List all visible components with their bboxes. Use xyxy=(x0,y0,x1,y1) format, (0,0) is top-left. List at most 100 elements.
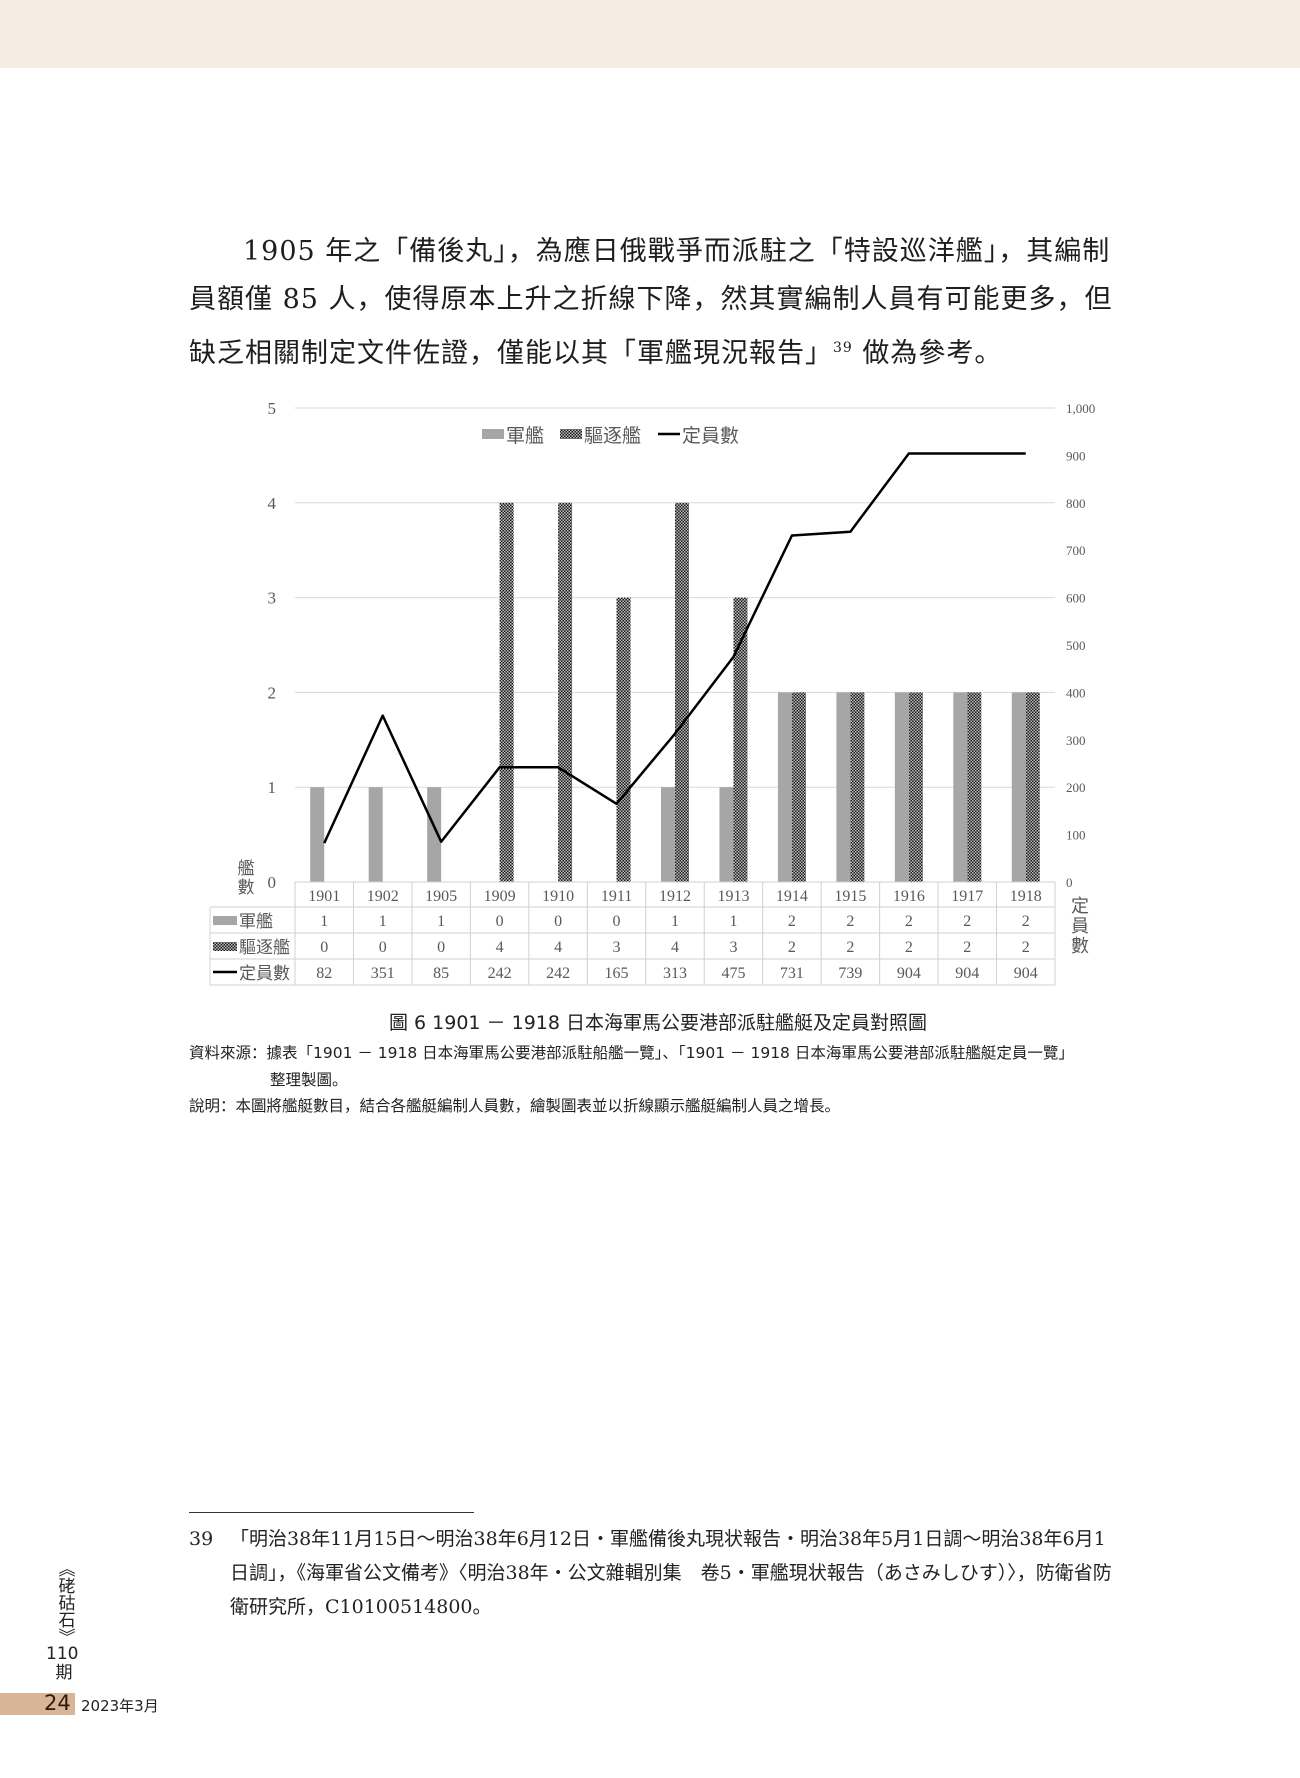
right-tick-label: 500 xyxy=(1066,638,1086,653)
legend-swatch xyxy=(560,429,582,439)
bar-驅逐艦 xyxy=(558,502,573,882)
paragraph-end: 做為參考。 xyxy=(852,338,1003,369)
paragraph-text: 1905 年之「備後丸」，為應日俄戰爭而派駐之「特設巡洋艦」，其編制員額僅 85… xyxy=(189,236,1113,369)
bar-軍艦 xyxy=(1011,692,1026,882)
legend-label: 軍艦 xyxy=(506,425,544,447)
category-label: 1901 xyxy=(308,888,340,905)
source-note-cont: 整理製圖。 xyxy=(270,1071,348,1089)
top-band xyxy=(0,0,1300,68)
legend-label: 定員數 xyxy=(682,425,739,447)
left-axis-label-1: 艦 xyxy=(238,859,255,879)
data-label: 904 xyxy=(897,965,921,982)
data-label: 3 xyxy=(729,939,737,956)
bar-軍艦 xyxy=(953,692,968,882)
data-label: 82 xyxy=(316,965,332,982)
data-label: 904 xyxy=(955,965,979,982)
data-label: 475 xyxy=(721,965,745,982)
category-label: 1912 xyxy=(659,888,691,905)
legend-swatch xyxy=(482,429,504,439)
data-label: 2 xyxy=(788,913,796,930)
bar-軍艦 xyxy=(719,787,734,882)
data-label: 3 xyxy=(613,939,621,956)
category-label: 1911 xyxy=(601,888,632,905)
table-row-label: 驅逐艦 xyxy=(239,938,290,958)
data-label: 1 xyxy=(379,913,387,930)
data-label: 242 xyxy=(488,965,512,982)
category-label: 1905 xyxy=(425,888,457,905)
data-label: 0 xyxy=(437,939,445,956)
table-legend-swatch xyxy=(213,942,237,951)
table-row-label: 軍艦 xyxy=(239,912,273,932)
bar-軍艦 xyxy=(661,787,675,882)
data-label: 0 xyxy=(554,913,562,930)
data-label: 165 xyxy=(605,965,629,982)
issue-date: 2023年3月 xyxy=(81,1697,159,1715)
bar-軍艦 xyxy=(368,787,383,882)
bar-軍艦 xyxy=(894,692,909,882)
right-tick-label: 600 xyxy=(1066,591,1086,606)
bar-驅逐艦 xyxy=(908,692,923,882)
body-paragraph: 1905 年之「備後丸」，為應日俄戰爭而派駐之「特設巡洋艦」，其編制員額僅 85… xyxy=(189,228,1114,378)
left-tick-label: 2 xyxy=(268,683,277,702)
data-label: 1 xyxy=(437,913,445,930)
data-label: 2 xyxy=(1022,939,1030,956)
category-label: 1914 xyxy=(776,888,808,905)
line-定員數 xyxy=(323,452,1026,844)
data-label: 1 xyxy=(729,913,737,930)
footnote: 39 「明治38年11月15日～明治38年6月12日・軍艦備後丸現状報告・明治3… xyxy=(189,1522,1119,1624)
right-tick-label: 400 xyxy=(1066,685,1086,700)
category-label: 1918 xyxy=(1010,888,1042,905)
bar-軍艦 xyxy=(427,787,442,882)
data-label: 0 xyxy=(496,913,504,930)
right-axis-label-char: 員 xyxy=(1071,916,1089,937)
bar-驅逐艦 xyxy=(733,597,748,882)
left-tick-label: 1 xyxy=(268,778,277,797)
right-tick-label: 200 xyxy=(1066,780,1086,795)
data-label: 0 xyxy=(613,913,621,930)
issue-unit: 期 xyxy=(55,1663,73,1683)
right-axis-label-char: 定 xyxy=(1071,896,1089,917)
left-tick-label: 3 xyxy=(268,589,277,608)
data-label: 4 xyxy=(671,939,679,956)
table-row-label: 定員數 xyxy=(239,964,290,984)
category-label: 1917 xyxy=(951,888,983,905)
data-label: 4 xyxy=(496,939,504,956)
page-number-band xyxy=(0,1693,75,1715)
footnote-divider xyxy=(189,1512,474,1513)
source-note: 資料來源：據表「1901 － 1918 日本海軍馬公要港部派駐船艦一覽」、「19… xyxy=(189,1044,1074,1062)
category-label: 1910 xyxy=(542,888,574,905)
data-label: 2 xyxy=(905,939,913,956)
left-tick-label: 0 xyxy=(268,873,277,892)
right-tick-label: 0 xyxy=(1066,875,1073,890)
data-label: 2 xyxy=(963,939,971,956)
right-tick-label: 800 xyxy=(1066,496,1086,511)
journal-sidebar: 《硓𥑮石》 110 期 xyxy=(46,1560,78,1683)
data-label: 85 xyxy=(433,965,449,982)
bar-驅逐艦 xyxy=(967,692,982,882)
data-label: 2 xyxy=(1022,913,1030,930)
bar-軍艦 xyxy=(777,692,792,882)
data-label: 739 xyxy=(838,965,862,982)
left-tick-label: 5 xyxy=(268,399,277,418)
explanation-note: 說明：本圖將艦艇數目，結合各艦艇編制人員數，繪製圖表並以折線顯示艦艇編制人員之增… xyxy=(189,1097,841,1115)
page-number: 24 xyxy=(44,1691,71,1715)
data-label: 1 xyxy=(320,913,328,930)
combo-chart: 01234501002003004005006007008009001,000艦… xyxy=(209,399,1095,986)
category-label: 1915 xyxy=(834,888,866,905)
table-legend-swatch xyxy=(213,916,237,925)
data-label: 2 xyxy=(846,939,854,956)
bar-驅逐艦 xyxy=(675,502,689,882)
bar-驅逐艦 xyxy=(1025,692,1040,882)
right-tick-label: 100 xyxy=(1066,828,1086,843)
data-label: 2 xyxy=(846,913,854,930)
data-label: 1 xyxy=(671,913,679,930)
bar-驅逐艦 xyxy=(791,692,806,882)
legend-label: 驅逐艦 xyxy=(584,425,641,447)
data-label: 242 xyxy=(546,965,570,982)
figure-caption: 圖 6 1901 － 1918 日本海軍馬公要港部派駐艦艇及定員對照圖 xyxy=(389,1012,927,1034)
footnote-number: 39 xyxy=(189,1528,214,1550)
footnote-ref[interactable]: 39 xyxy=(833,340,853,356)
issue-number: 110 xyxy=(46,1644,79,1664)
data-label: 313 xyxy=(663,965,687,982)
